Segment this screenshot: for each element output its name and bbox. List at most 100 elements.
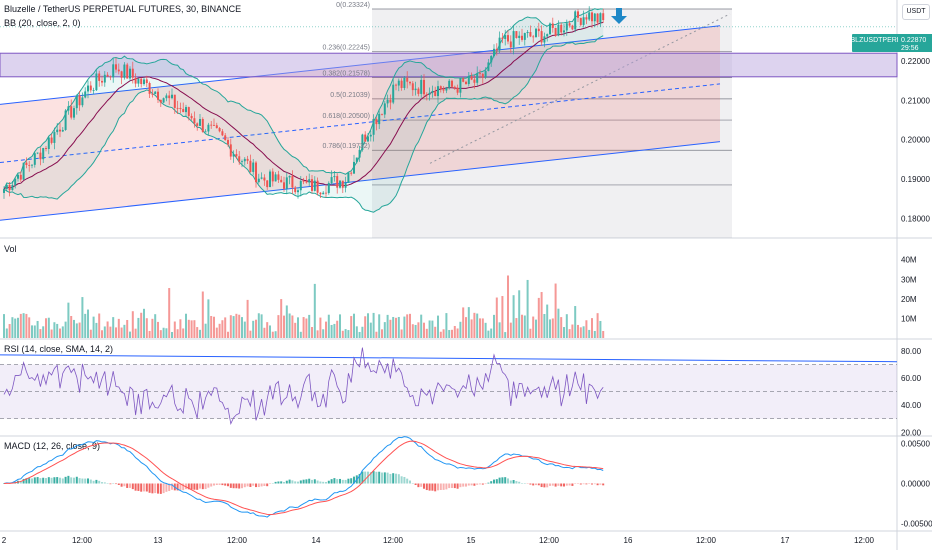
macd-histogram-bar xyxy=(425,483,428,491)
volume-bar xyxy=(330,324,333,338)
macd-histogram-bar xyxy=(493,479,495,484)
volume-bar xyxy=(431,320,434,338)
volume-bar xyxy=(33,325,36,338)
macd-histogram-bar xyxy=(28,478,31,484)
candle xyxy=(523,33,526,40)
macd-histogram-bar xyxy=(498,477,501,484)
volume-bar xyxy=(378,314,381,338)
candle xyxy=(397,80,400,86)
candle xyxy=(383,103,386,115)
volume-bar xyxy=(341,330,344,338)
macd-histogram-bar xyxy=(171,483,173,490)
volume-bar xyxy=(414,324,417,338)
candle xyxy=(87,85,89,92)
volume-bar xyxy=(313,283,316,338)
candle xyxy=(168,95,171,99)
candle xyxy=(560,24,563,33)
volume-bar xyxy=(395,317,397,338)
volume-bar xyxy=(417,322,420,338)
volume-bar xyxy=(350,316,353,338)
volume-bar xyxy=(467,307,470,338)
macd-histogram-bar xyxy=(459,483,462,488)
candle xyxy=(11,185,14,191)
volume-bar xyxy=(322,329,325,338)
macd-histogram-bar xyxy=(165,483,168,492)
candle xyxy=(392,84,395,103)
price-badge[interactable]: BLZUSDTPERP 0.22870 29:56 xyxy=(851,34,932,52)
volume-bar xyxy=(453,325,456,338)
macd-histogram-bar xyxy=(148,483,151,493)
candle xyxy=(131,68,134,78)
candle xyxy=(479,73,481,74)
volume-bar xyxy=(134,328,137,338)
candle xyxy=(257,178,260,183)
candle xyxy=(280,179,283,183)
volume-bar xyxy=(224,317,227,338)
bb-lower xyxy=(3,35,604,213)
macd-histogram-bar xyxy=(568,483,571,486)
volume-bar xyxy=(162,327,165,338)
currency-button[interactable]: USDT xyxy=(902,4,930,20)
volume-bar xyxy=(403,316,406,338)
volume-bar xyxy=(120,327,123,338)
volume-bar xyxy=(53,322,56,338)
macd-histogram-bar xyxy=(467,483,470,486)
macd-histogram-bar xyxy=(235,483,238,489)
candle xyxy=(78,95,81,106)
candle xyxy=(431,90,434,93)
badge-countdown: 29:56 xyxy=(901,45,919,52)
macd-histogram-bar xyxy=(529,483,532,485)
volume-bar xyxy=(64,321,67,338)
volume-bar xyxy=(579,327,582,338)
macd-histogram-bar xyxy=(319,481,322,484)
volume-bar xyxy=(563,327,565,338)
volume-bar xyxy=(574,306,577,338)
volume-bar xyxy=(476,313,479,338)
macd-histogram-bar xyxy=(81,478,84,484)
volume-bar xyxy=(465,317,467,338)
macd-histogram-bar xyxy=(596,483,599,486)
macd-histogram-bar xyxy=(375,471,378,484)
macd-histogram-bar xyxy=(288,479,291,484)
candle xyxy=(199,118,201,126)
vol-pane-label[interactable]: Vol xyxy=(4,244,17,254)
volume-bar xyxy=(235,313,238,338)
volume-bar xyxy=(98,313,101,338)
bb-indicator-label[interactable]: BB (20, close, 2, 0) xyxy=(4,18,81,28)
macd-histogram-bar xyxy=(353,476,355,484)
time-tick-label: 12:00 xyxy=(539,536,560,545)
candle xyxy=(509,41,512,48)
candle xyxy=(372,119,375,135)
time-tick-label: 14 xyxy=(312,536,321,545)
candle xyxy=(484,70,487,78)
rsi-pane-label[interactable]: RSI (14, close, SMA, 14, 2) xyxy=(4,344,114,354)
candle xyxy=(423,79,425,95)
volume-bar xyxy=(425,328,428,338)
candle xyxy=(173,94,176,108)
volume-bar xyxy=(523,315,526,338)
macd-histogram-bar xyxy=(537,483,540,486)
candle xyxy=(47,137,50,149)
candle xyxy=(563,30,565,33)
volume-bar xyxy=(106,321,109,338)
candle xyxy=(193,118,196,124)
macd-histogram-bar xyxy=(162,483,165,494)
macd-histogram-bar xyxy=(361,471,364,484)
fib-labels: 0(0.23324) 0.236(0.22245) 0.382(0.21578) 0.… xyxy=(323,2,370,150)
volume-bar xyxy=(154,314,157,338)
volume-bar xyxy=(75,323,78,338)
candle xyxy=(148,83,151,94)
macd-histogram-bar xyxy=(512,480,515,484)
volume-bar xyxy=(252,320,255,338)
candle xyxy=(45,148,47,149)
candle xyxy=(602,13,605,21)
candle xyxy=(134,77,137,84)
macd-histogram-bar xyxy=(344,479,347,484)
candle xyxy=(579,17,582,25)
rsi-tick-label: 40.00 xyxy=(901,401,922,410)
macd-pane-label[interactable]: MACD (12, 26, close, 9) xyxy=(4,441,101,451)
candle xyxy=(350,172,353,174)
candle xyxy=(5,184,8,190)
volume-bar xyxy=(498,322,501,338)
